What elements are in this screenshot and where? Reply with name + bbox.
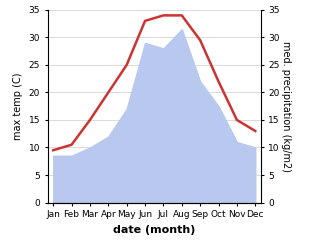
X-axis label: date (month): date (month)	[113, 225, 196, 235]
Y-axis label: med. precipitation (kg/m2): med. precipitation (kg/m2)	[281, 41, 291, 172]
Y-axis label: max temp (C): max temp (C)	[13, 72, 23, 140]
